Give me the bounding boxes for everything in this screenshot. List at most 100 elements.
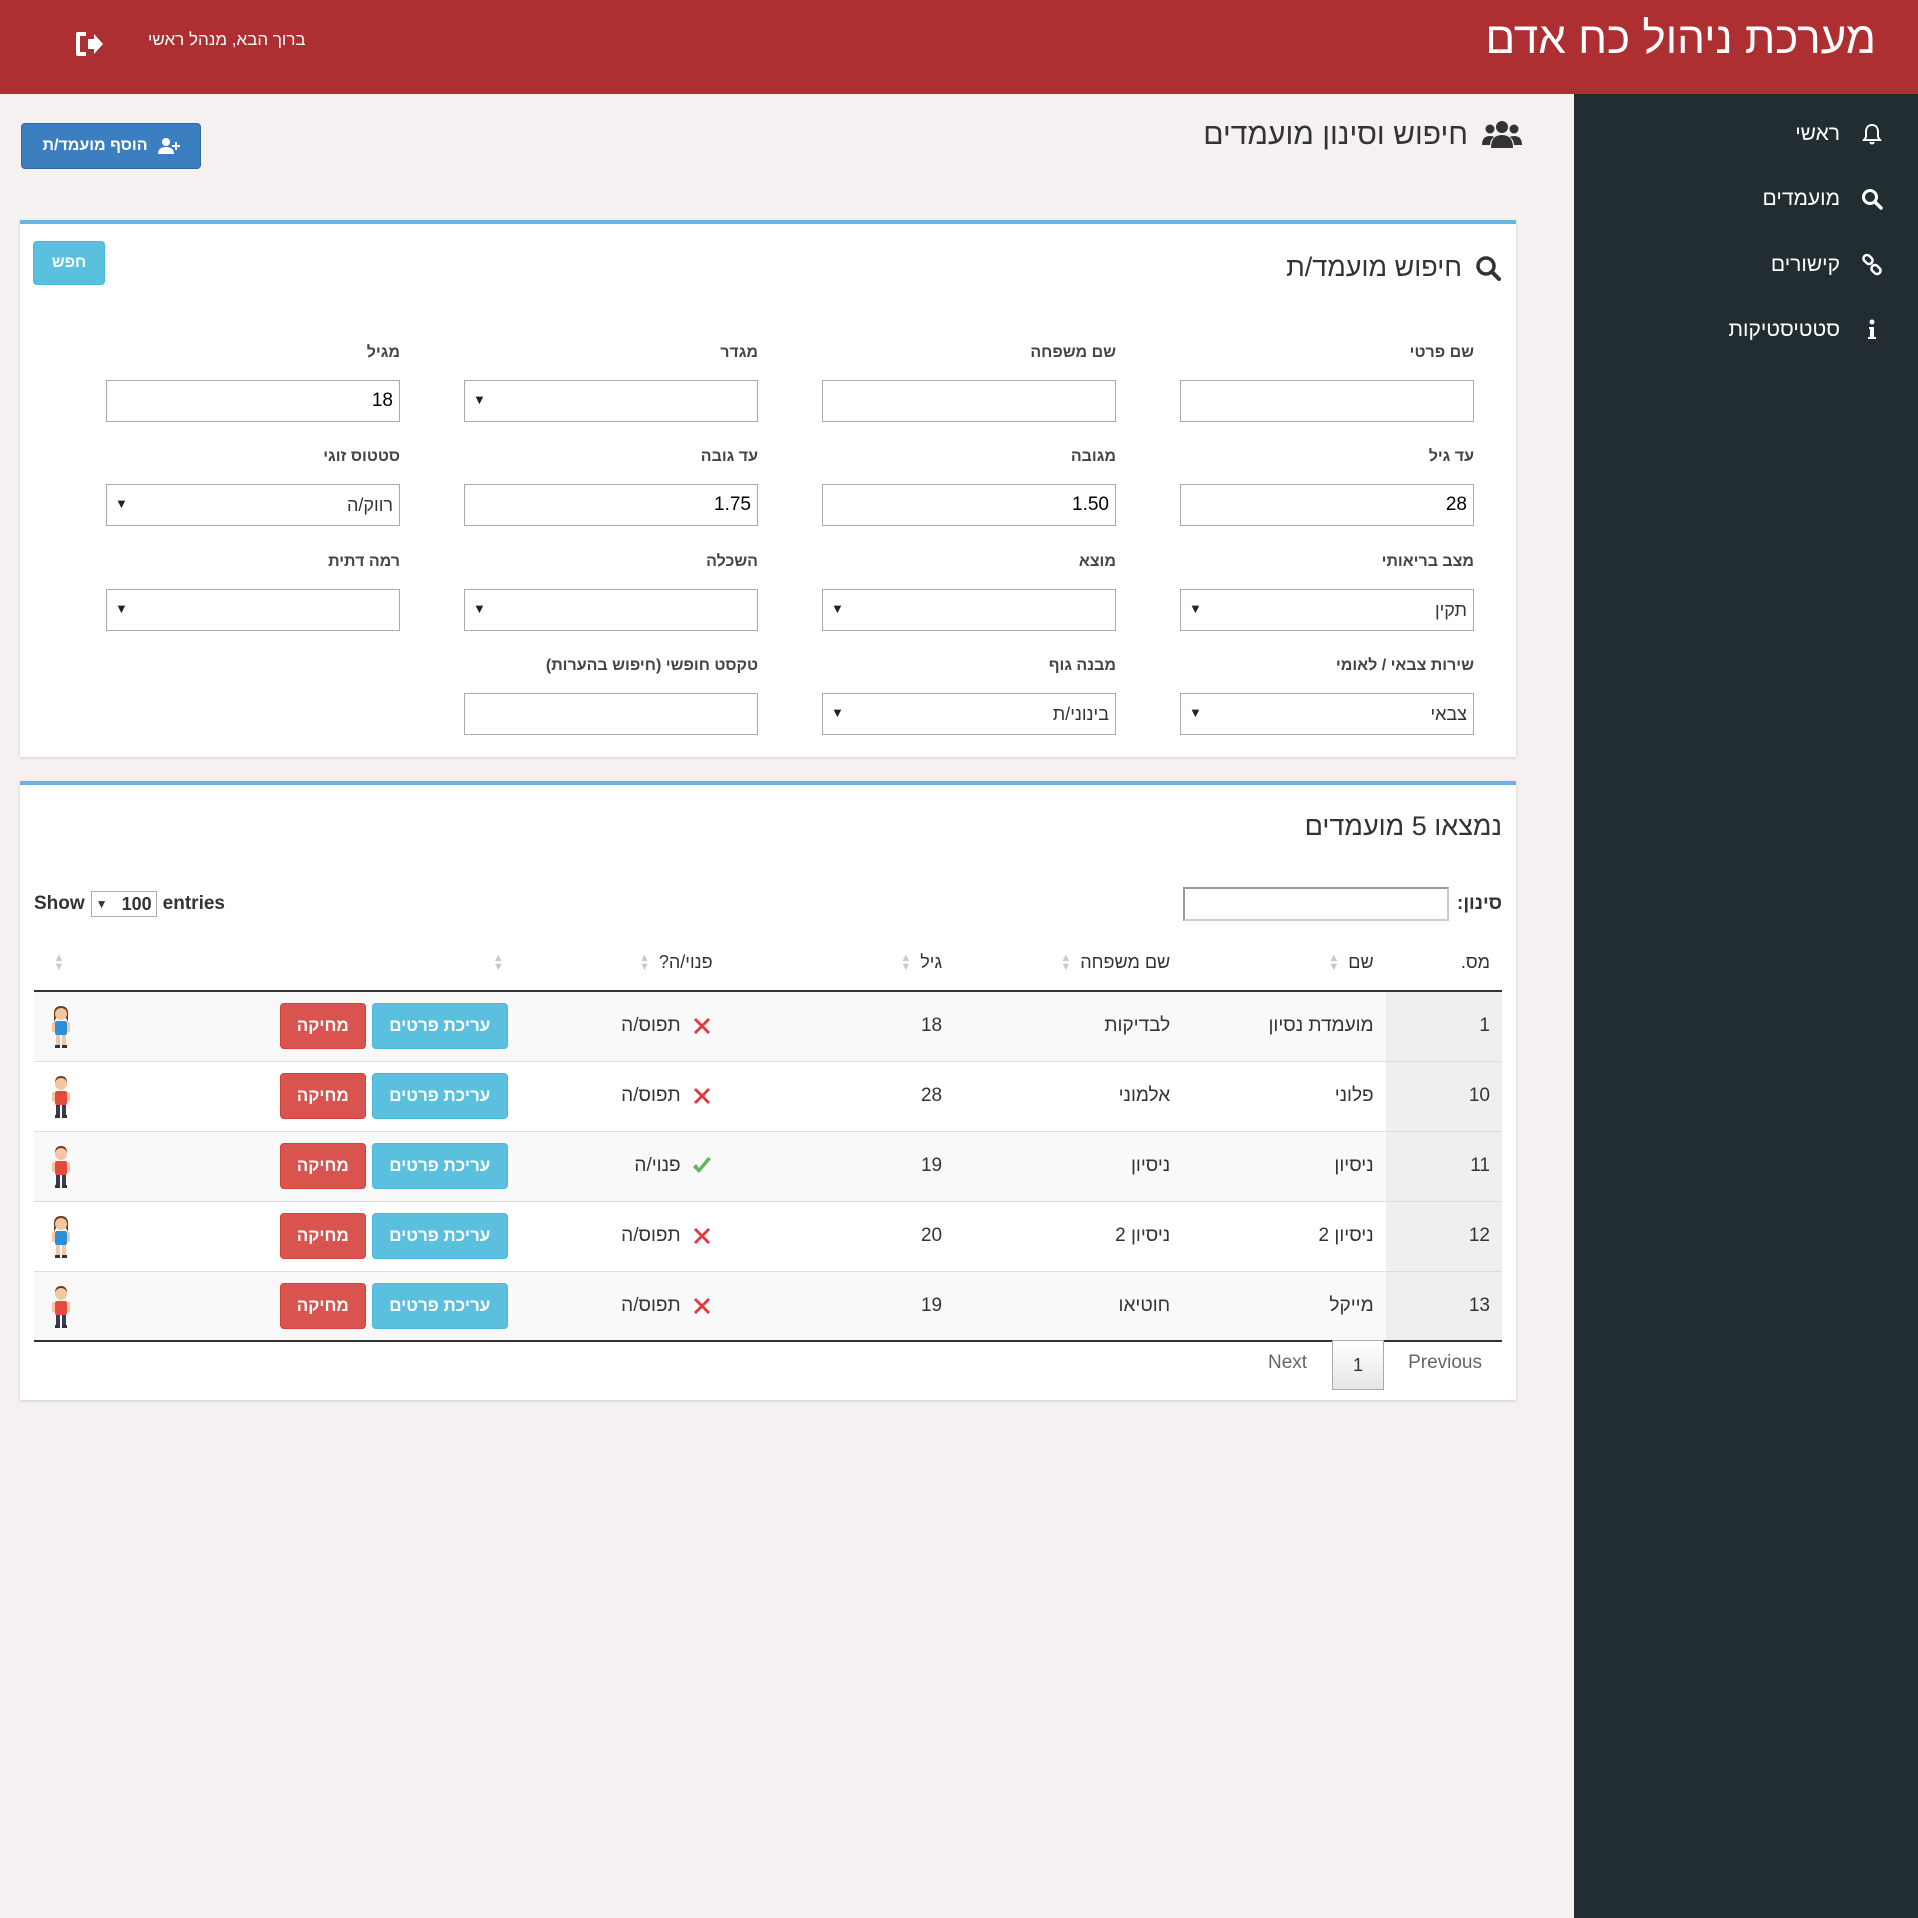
to-age-label: עד גיל xyxy=(1428,448,1474,465)
health-select[interactable]: תקין ▼ xyxy=(1180,589,1474,631)
to-age-input[interactable] xyxy=(1187,494,1467,516)
edit-details-button[interactable]: עריכת פרטים xyxy=(371,1143,508,1189)
sort-icon: ▲ ▼ xyxy=(638,952,650,974)
chevron-down-icon: ▼ xyxy=(115,601,128,616)
edit-details-button[interactable]: עריכת פרטים xyxy=(371,1282,508,1329)
cell-last-name: אלמוני xyxy=(954,1061,1183,1132)
religious-level-select[interactable]: ▼ xyxy=(106,589,400,631)
sidebar-item-links[interactable]: קישורים xyxy=(1594,245,1884,285)
from-height-label: מגובה xyxy=(1070,448,1116,465)
sidebar-item-label: קישורים xyxy=(1770,253,1840,276)
sort-icon: ▲ ▼ xyxy=(900,952,912,974)
free-text-input[interactable] xyxy=(471,703,751,725)
service-select[interactable]: צבאי ▼ xyxy=(1180,693,1474,735)
cell-status: תפוס/ה xyxy=(519,1061,725,1132)
delete-button[interactable]: מחיקה xyxy=(279,1003,366,1050)
edit-details-button[interactable]: עריכת פרטים xyxy=(371,1073,508,1119)
previous-page-button[interactable]: Previous xyxy=(1408,1352,1482,1373)
to-height-input[interactable] xyxy=(471,494,751,516)
show-label: Show xyxy=(34,893,85,914)
cell-name: מייקל xyxy=(1182,1271,1386,1342)
column-header-gender[interactable]: ▲ ▼ xyxy=(34,935,88,992)
chevron-down-icon: ▼ xyxy=(473,601,486,616)
column-header-num[interactable]: מס. xyxy=(1385,935,1502,992)
sidebar-item-candidates[interactable]: מועמדים xyxy=(1594,179,1884,219)
cell-num: 10 xyxy=(1385,1061,1502,1132)
column-header-actions[interactable]: ▲ ▼ xyxy=(88,935,520,992)
delete-button[interactable]: מחיקה xyxy=(279,1213,366,1259)
delete-button[interactable]: מחיקה xyxy=(279,1143,366,1189)
cell-age: 19 xyxy=(724,1271,955,1342)
sidebar-item-statistics[interactable]: סטטיסטיקות xyxy=(1594,310,1884,350)
cell-gender xyxy=(34,1201,88,1272)
origin-field: מוצא ▼ xyxy=(822,553,1116,631)
search-button[interactable]: חפש xyxy=(33,241,105,285)
edit-details-button[interactable]: עריכת פרטים xyxy=(371,1003,508,1050)
cell-age: 18 xyxy=(724,991,955,1062)
edit-details-button[interactable]: עריכת פרטים xyxy=(371,1213,508,1259)
column-header-name[interactable]: שם ▲ ▼ xyxy=(1182,935,1386,992)
entries-select[interactable]: ▼ 100 xyxy=(90,891,157,917)
sidebar: ראשי מועמדים קישורים סטטיסטיקות xyxy=(1574,94,1918,1918)
from-age-field: מגיל xyxy=(106,344,400,422)
male-avatar-icon xyxy=(52,1285,70,1328)
to-height-field: עד גובה xyxy=(464,448,758,526)
sort-icon: ▲ ▼ xyxy=(492,952,504,974)
cell-num: 12 xyxy=(1385,1201,1502,1272)
first-name-input[interactable] xyxy=(1187,390,1467,412)
cell-status: תפוס/ה xyxy=(519,1201,725,1272)
delete-button[interactable]: מחיקה xyxy=(279,1282,366,1329)
chevron-down-icon: ▼ xyxy=(473,392,486,407)
female-avatar-icon xyxy=(52,1216,70,1258)
marital-status-field: סטטוס זוגי רווק/ה ▼ xyxy=(106,448,400,526)
service-label: שירות צבאי / לאומי xyxy=(1335,657,1474,674)
availability-text: פנוי/ה xyxy=(634,1155,681,1176)
cell-actions: עריכת פרטים מחיקה xyxy=(88,1271,520,1342)
table-row: 10 פלוני אלמוני 28 תפוס/ה עריכת פרטים מחי… xyxy=(34,1061,1502,1132)
body-build-select[interactable]: בינוני/ת ▼ xyxy=(822,693,1116,735)
next-page-button[interactable]: Next xyxy=(1268,1352,1308,1373)
origin-select[interactable]: ▼ xyxy=(822,589,1116,631)
filter-label: סינון: xyxy=(1457,893,1502,914)
sidebar-item-home[interactable]: ראשי xyxy=(1594,114,1884,154)
top-header: מערכת ניהול כח אדם ברוך הבא, מנהל ראשי xyxy=(0,0,1918,94)
to-age-field: עד גיל xyxy=(1180,448,1474,526)
filter-input[interactable] xyxy=(1183,887,1449,921)
free-text-field: טקסט חופשי (חיפוש בהערות) xyxy=(464,657,758,735)
link-icon xyxy=(1862,253,1882,276)
body-build-value: בינוני/ת xyxy=(1052,703,1109,724)
app-title: מערכת ניהול כח אדם xyxy=(1485,14,1876,63)
availability-text: תפוס/ה xyxy=(621,1015,681,1037)
cell-status: תפוס/ה xyxy=(519,1271,725,1342)
male-avatar-icon xyxy=(52,1076,70,1118)
logout-icon[interactable] xyxy=(74,30,104,58)
cell-name: ניסיון xyxy=(1182,1131,1386,1202)
marital-status-select[interactable]: רווק/ה ▼ xyxy=(106,484,400,526)
last-name-input[interactable] xyxy=(829,390,1109,412)
gender-field: מגדר ▼ xyxy=(464,344,758,422)
gender-select[interactable]: ▼ xyxy=(464,380,758,422)
table-filter: סינון: xyxy=(1183,887,1502,921)
free-text-label: טקסט חופשי (חיפוש בהערות) xyxy=(545,657,758,674)
table-row: 13 מייקל חוטיאו 19 תפוס/ה עריכת פרטים מחי… xyxy=(34,1271,1502,1342)
sidebar-item-label: ראשי xyxy=(1795,122,1840,145)
column-header-available[interactable]: פנוי/ה? ▲ ▼ xyxy=(519,935,725,992)
gender-label: מגדר xyxy=(720,344,758,361)
table-row: 12 ניסיון 2 ניסיון 2 20 תפוס/ה עריכת פרט… xyxy=(34,1201,1502,1272)
chevron-down-icon: ▼ xyxy=(1189,705,1202,720)
delete-button[interactable]: מחיקה xyxy=(279,1073,366,1119)
from-height-field: מגובה xyxy=(822,448,1116,526)
column-header-age[interactable]: גיל ▲ ▼ xyxy=(724,935,955,992)
add-candidate-button[interactable]: הוסף מועמד/ת xyxy=(21,123,201,169)
marital-status-value: רווק/ה xyxy=(347,494,393,515)
from-height-input[interactable] xyxy=(829,494,1109,516)
health-value: תקין xyxy=(1434,599,1467,620)
page-1-button[interactable]: 1 xyxy=(1332,1340,1384,1390)
body-build-label: מבנה גוף xyxy=(1048,657,1116,674)
male-avatar-icon xyxy=(52,1146,70,1188)
education-select[interactable]: ▼ xyxy=(464,589,758,631)
chevron-down-icon: ▼ xyxy=(1189,601,1202,616)
female-avatar-icon xyxy=(52,1006,70,1049)
from-age-input[interactable] xyxy=(113,390,393,412)
column-header-last-name[interactable]: שם משפחה ▲ ▼ xyxy=(954,935,1183,992)
